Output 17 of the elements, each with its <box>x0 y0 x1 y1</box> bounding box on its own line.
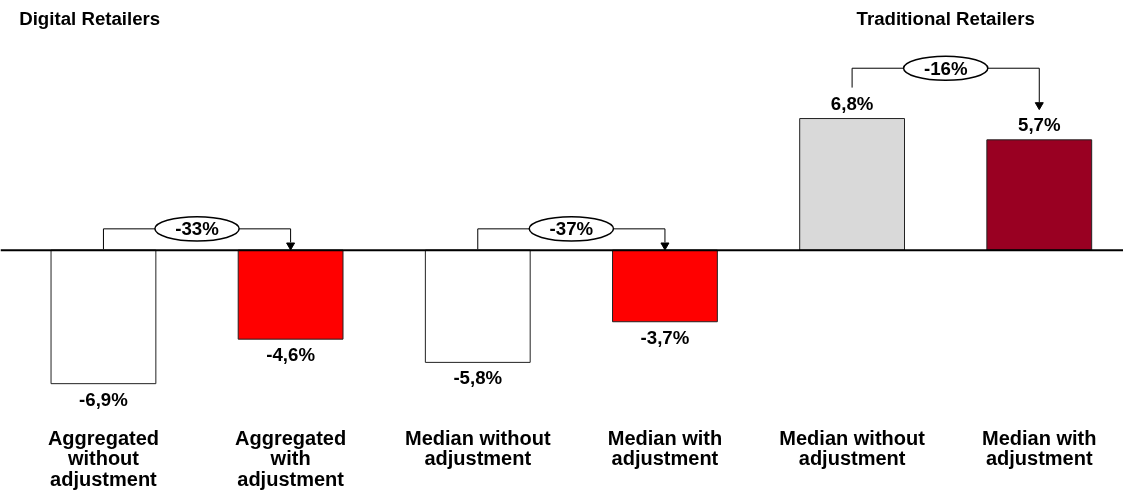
data-label: -5,8% <box>453 367 503 389</box>
annotation: -33% <box>175 218 220 240</box>
data-label: 5,7% <box>1018 114 1061 135</box>
text: Digital Retailers <box>19 8 161 30</box>
x-tick-label: Median with adjustment <box>982 426 1097 470</box>
data-label: 6,8% <box>830 92 874 114</box>
data-label: -6,9% <box>79 388 129 410</box>
text: Traditional Retailers <box>856 8 1035 30</box>
x-tick-label: Aggregated without adjustment <box>47 426 160 491</box>
x-tick-label: Median without adjustment <box>779 426 926 470</box>
data-label: -3,7% <box>640 326 690 348</box>
data-label: -4,6% <box>266 344 316 365</box>
x-tick-label: Aggregated with adjustment <box>235 426 347 491</box>
x-tick-label: Median with adjustment <box>607 426 723 470</box>
text: -16% <box>923 57 968 79</box>
annotation: -37% <box>549 218 594 240</box>
x-tick-label: Median without adjustment <box>405 426 551 470</box>
